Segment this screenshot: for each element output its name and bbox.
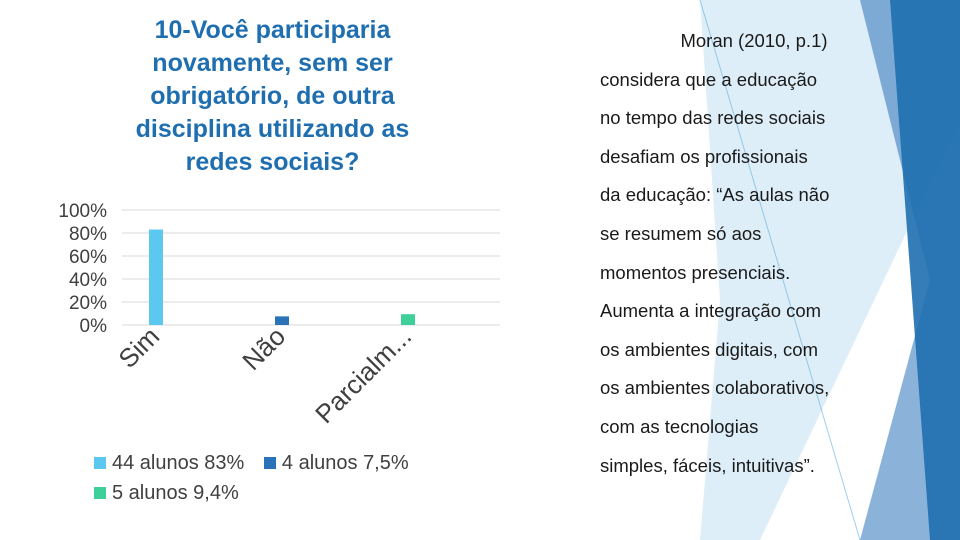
chart-title: 10-Você participaria novamente, sem ser … xyxy=(105,14,440,179)
bar-2 xyxy=(401,314,415,325)
chart-legend: 44 alunos 83% 4 alunos 7,5% 5 alunos 9,4… xyxy=(94,448,514,508)
bar-1 xyxy=(275,316,289,325)
quote-line: considera que a educação xyxy=(600,68,818,90)
quote-author: Moran (2010, p.1) xyxy=(680,30,828,51)
quote-line: simples, fáceis, intuitivas”. xyxy=(600,454,815,476)
legend-swatch-nao xyxy=(263,457,276,469)
legend-label: 5 alunos 9,4% xyxy=(112,481,239,504)
quote-line: no tempo das redes sociais xyxy=(600,107,826,129)
deco-line xyxy=(699,0,861,540)
quote-line: momentos presenciais. xyxy=(600,261,791,283)
x-tick-label: Parcialm... xyxy=(309,321,417,429)
title-line: novamente, sem ser xyxy=(152,49,393,77)
quote-line: com as tecnologias xyxy=(600,415,759,437)
quote-block: Moran (2010, p.1) considera que a educaç… xyxy=(600,22,900,485)
quote-line: os ambientes colaborativos, xyxy=(600,377,830,399)
y-tick-label: 0% xyxy=(80,316,108,337)
quote-line: desafiam os profissionais xyxy=(600,145,808,167)
legend-item-sim: 44 alunos 83% xyxy=(94,448,244,478)
legend-item-parcial: 5 alunos 9,4% xyxy=(94,478,239,508)
title-line: obrigatório, de outra xyxy=(150,82,395,110)
title-line: disciplina utilizando as xyxy=(135,115,410,143)
legend-swatch-parcial xyxy=(94,487,106,499)
x-tick-label: Não xyxy=(236,321,291,376)
title-line: 10-Você participaria xyxy=(154,16,391,44)
quote-line: Aumenta a integração com xyxy=(600,300,822,322)
x-tick-label: Sim xyxy=(112,321,165,374)
legend-label: 44 alunos 83% xyxy=(112,451,245,474)
deco-band-dark xyxy=(890,0,960,540)
y-tick-label: 60% xyxy=(69,247,107,268)
bar-chart: 100%80%60%40%20%0% Sim Não Parcialm... xyxy=(58,201,500,429)
quote-line: os ambientes digitais, com xyxy=(600,338,818,360)
legend-item-nao: 4 alunos 7,5% xyxy=(263,448,409,478)
quote-line: se resumem só aos xyxy=(600,222,762,244)
y-tick-label: 100% xyxy=(58,201,107,222)
bar-0 xyxy=(149,229,163,325)
legend-swatch-sim xyxy=(94,457,106,469)
legend-label: 4 alunos 7,5% xyxy=(281,451,409,474)
title-line: redes sociais? xyxy=(185,148,360,176)
y-tick-label: 80% xyxy=(69,224,107,245)
y-tick-label: 40% xyxy=(69,270,107,291)
y-tick-label: 20% xyxy=(69,293,107,314)
quote-line: da educação: “As aulas não xyxy=(600,184,830,206)
